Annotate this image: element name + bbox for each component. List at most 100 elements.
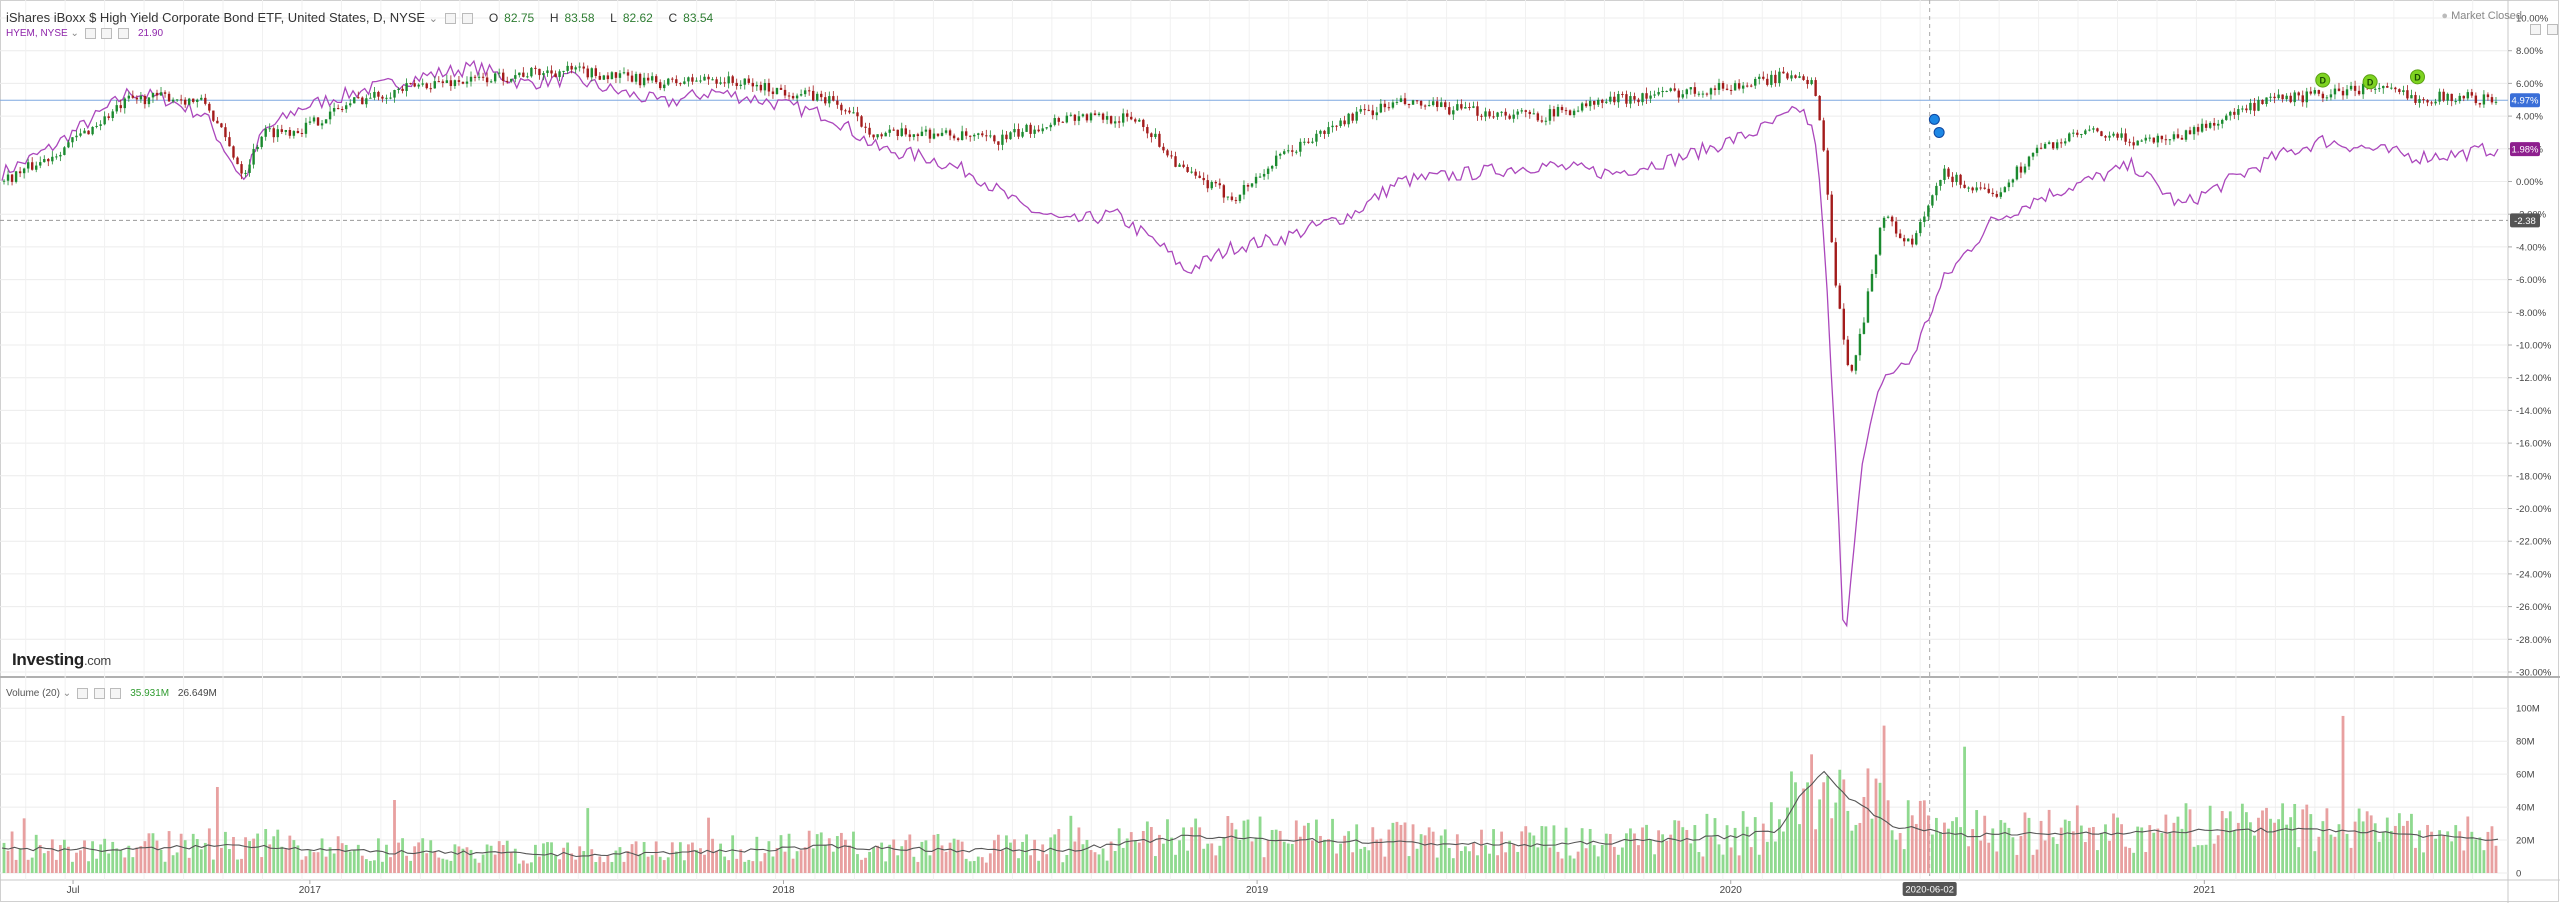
dividend-marker[interactable]: [2409, 69, 2425, 85]
volume-bar: [469, 849, 473, 873]
candle-body: [799, 94, 803, 96]
volume-bar: [79, 850, 82, 873]
y-tick-label: -26.00%: [2516, 602, 2552, 613]
volume-bar: [1878, 782, 1882, 873]
symbol-title[interactable]: iShares iBoxx $ High Yield Corporate Bon…: [6, 10, 426, 25]
volume-bar: [1846, 810, 1850, 873]
volume-bar: [1343, 835, 1347, 873]
volume-bar: [1612, 846, 1616, 873]
volume-bar: [75, 852, 78, 873]
volume-bar: [1556, 851, 1560, 873]
candle-body: [71, 137, 74, 143]
compare-symbol[interactable]: HYEM, NYSE: [6, 28, 68, 40]
candle-body: [1230, 196, 1234, 200]
eye-icon[interactable]: [76, 688, 88, 699]
volume-bar: [54, 859, 58, 873]
candle-body: [1669, 88, 1672, 91]
x-tick-label: 2020: [1720, 885, 1743, 896]
volume-bar: [95, 858, 99, 873]
event-marker[interactable]: [1933, 126, 1945, 138]
compare-dropdown-icon[interactable]: ⌄: [70, 28, 79, 40]
volume-bar: [1504, 852, 1508, 873]
settings-icon[interactable]: [101, 28, 113, 39]
candle-body: [948, 130, 952, 136]
candle-body: [2015, 166, 2019, 180]
volume-dropdown-icon[interactable]: ⌄: [62, 688, 72, 700]
candle-body: [2482, 94, 2486, 105]
candle-body: [1979, 187, 1982, 189]
candle-body: [1323, 130, 1326, 135]
volume-bar: [1951, 821, 1954, 873]
candle-body: [598, 75, 602, 80]
close-pane-icon[interactable]: [2547, 24, 2558, 35]
volume-bar: [405, 855, 408, 873]
volume-bar: [1379, 838, 1383, 873]
volume-label[interactable]: Volume (20): [6, 688, 60, 700]
event-marker[interactable]: [1928, 113, 1940, 125]
dividend-marker[interactable]: [2362, 74, 2378, 90]
volume-bar: [2108, 840, 2111, 873]
symbol-dropdown-icon[interactable]: ⌄: [428, 13, 438, 25]
volume-bar: [1769, 802, 1773, 873]
volume-bar: [356, 844, 360, 873]
volume-bar: [521, 860, 525, 873]
candle-body: [10, 174, 14, 182]
candle-body: [433, 81, 436, 89]
settings-icon[interactable]: [462, 13, 474, 25]
candle-body: [389, 97, 392, 99]
volume-bar: [2200, 845, 2204, 873]
candle-body: [1379, 103, 1383, 113]
candle-body: [2494, 101, 2498, 103]
candle-body: [973, 134, 976, 137]
volume-bar: [1890, 830, 1894, 873]
candle-body: [1729, 89, 1733, 91]
candle-body: [916, 134, 920, 137]
candle-body: [1391, 102, 1395, 108]
candle-body: [47, 159, 50, 162]
candle-body: [2031, 152, 2035, 157]
candle-body: [2176, 134, 2180, 138]
volume-bar: [1339, 843, 1342, 873]
volume-bar: [1975, 810, 1979, 873]
volume-bar: [1576, 851, 1580, 873]
volume-bar: [260, 857, 264, 873]
dividend-marker[interactable]: [2315, 72, 2331, 88]
volume-bar: [421, 838, 425, 873]
candle-body: [1488, 111, 1491, 117]
volume-bar: [280, 846, 284, 873]
eye-icon[interactable]: [84, 28, 96, 39]
volume-bar: [1013, 839, 1016, 873]
volume-bar: [1673, 820, 1677, 873]
candle-body: [1359, 109, 1362, 112]
volume-bar: [42, 853, 46, 873]
candle-body: [1705, 93, 1709, 95]
maximize-icon[interactable]: [2529, 24, 2541, 35]
candle-body: [1182, 164, 1185, 167]
candle-body: [1725, 88, 1729, 90]
candle-body: [2345, 89, 2349, 96]
volume-bar: [1548, 847, 1552, 873]
candle-body: [1822, 120, 1825, 151]
volume-bar: [1633, 833, 1636, 873]
volume-bar: [2043, 840, 2047, 873]
settings-icon[interactable]: [93, 688, 105, 699]
candle-body: [1733, 83, 1737, 91]
candle-body: [445, 80, 449, 83]
candle-body: [1645, 93, 1648, 99]
eye-icon[interactable]: [444, 13, 456, 25]
volume-bar: [1757, 854, 1761, 873]
volume-bar: [1025, 834, 1028, 873]
volume-bar: [1451, 858, 1455, 873]
volume-bar: [1226, 816, 1230, 873]
candle-body: [538, 68, 541, 76]
volume-bar: [2329, 834, 2333, 873]
volume-bar: [1093, 852, 1097, 873]
close-icon[interactable]: [110, 688, 122, 699]
volume-bar: [228, 849, 231, 873]
candle-body: [1975, 187, 1978, 191]
candle-body: [1234, 199, 1238, 201]
close-icon[interactable]: [118, 28, 130, 39]
volume-bar: [248, 841, 251, 873]
volume-bar: [1967, 846, 1971, 873]
